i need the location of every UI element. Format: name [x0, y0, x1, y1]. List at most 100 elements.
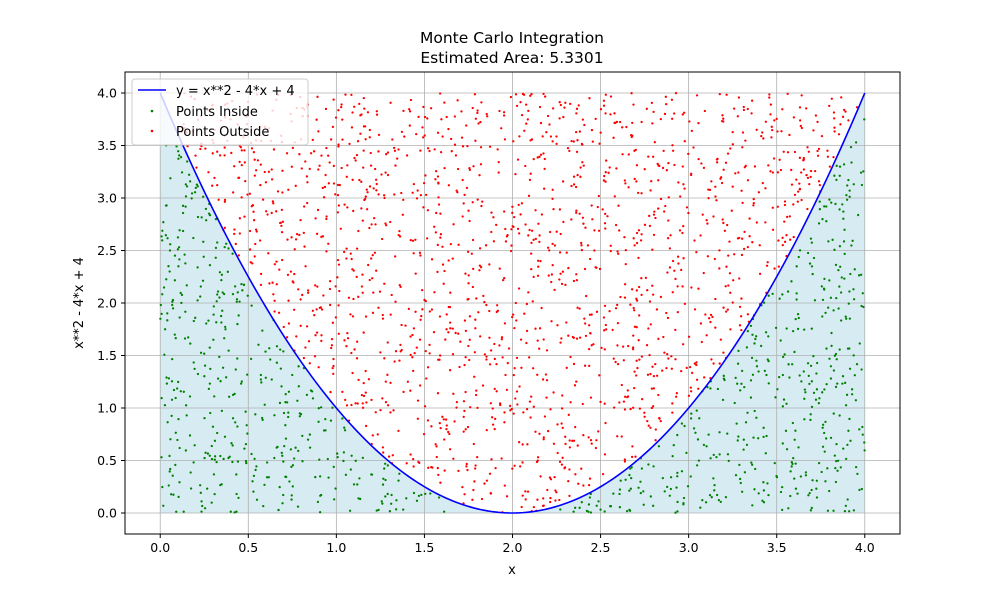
point-outside — [664, 204, 667, 208]
point-outside — [650, 101, 654, 105]
point-inside — [199, 491, 202, 494]
point-outside — [475, 297, 478, 300]
point-outside — [582, 484, 585, 487]
point-outside — [526, 490, 530, 493]
point-inside — [159, 317, 162, 320]
point-outside — [434, 443, 437, 446]
point-outside — [439, 233, 443, 236]
point-outside — [264, 210, 268, 213]
point-inside — [201, 504, 204, 508]
point-outside — [536, 373, 539, 376]
point-outside — [362, 331, 365, 334]
point-inside — [377, 508, 380, 512]
point-inside — [597, 500, 600, 503]
point-outside — [391, 454, 394, 457]
point-inside — [727, 459, 730, 463]
point-inside — [286, 401, 289, 404]
point-outside — [325, 146, 328, 150]
point-inside — [237, 496, 240, 499]
point-outside — [411, 239, 415, 242]
point-outside — [792, 203, 795, 206]
point-inside — [858, 342, 861, 345]
point-outside — [832, 155, 835, 159]
point-inside — [220, 409, 223, 412]
point-outside — [345, 257, 348, 260]
point-outside — [525, 103, 528, 106]
point-outside — [251, 262, 254, 265]
point-outside — [536, 339, 539, 342]
point-outside — [633, 309, 636, 312]
point-outside — [616, 250, 619, 253]
point-outside — [503, 276, 506, 280]
point-outside — [513, 367, 516, 370]
point-inside — [209, 411, 212, 415]
point-inside — [630, 466, 633, 469]
point-outside — [463, 363, 466, 367]
point-outside — [435, 445, 438, 448]
y-tick-label: 1.0 — [97, 401, 117, 416]
point-outside — [638, 407, 642, 410]
point-inside — [238, 300, 241, 303]
point-outside — [729, 147, 732, 150]
point-outside — [435, 455, 438, 459]
point-inside — [588, 496, 592, 499]
point-outside — [445, 424, 448, 427]
point-outside — [207, 171, 210, 174]
point-outside — [483, 482, 486, 485]
point-outside — [412, 327, 416, 330]
point-inside — [166, 421, 169, 424]
point-outside — [295, 335, 298, 338]
point-outside — [331, 367, 334, 370]
point-outside — [599, 400, 602, 404]
point-outside — [748, 235, 751, 238]
point-inside — [709, 457, 712, 460]
point-outside — [558, 498, 561, 502]
point-outside — [833, 126, 836, 129]
point-outside — [643, 415, 646, 418]
point-inside — [779, 339, 782, 342]
point-outside — [435, 211, 438, 215]
point-outside — [437, 473, 440, 476]
point-outside — [233, 165, 236, 168]
point-outside — [583, 123, 586, 127]
point-outside — [419, 149, 422, 152]
point-inside — [207, 212, 211, 215]
point-outside — [243, 149, 246, 152]
point-inside — [767, 382, 770, 385]
point-outside — [637, 191, 640, 195]
point-outside — [438, 315, 442, 318]
point-outside — [343, 339, 346, 342]
point-outside — [663, 351, 666, 354]
point-inside — [855, 363, 859, 366]
point-outside — [632, 334, 635, 337]
point-outside — [764, 120, 767, 123]
point-outside — [266, 213, 269, 216]
point-outside — [478, 269, 481, 272]
point-outside — [607, 171, 610, 174]
point-outside — [334, 285, 337, 288]
point-inside — [161, 485, 164, 489]
point-outside — [360, 207, 363, 210]
point-inside — [743, 385, 746, 389]
point-inside — [778, 376, 781, 379]
point-outside — [305, 175, 309, 178]
point-outside — [590, 313, 593, 316]
point-inside — [291, 373, 294, 377]
point-inside — [845, 457, 848, 461]
point-inside — [259, 378, 263, 381]
point-inside — [781, 485, 784, 489]
point-inside — [848, 189, 851, 192]
point-outside — [456, 167, 460, 171]
point-inside — [261, 329, 264, 332]
point-outside — [671, 144, 674, 147]
point-outside — [741, 131, 745, 134]
point-outside — [685, 366, 688, 370]
point-outside — [832, 111, 836, 114]
point-inside — [580, 501, 583, 504]
point-outside — [448, 369, 452, 372]
point-outside — [386, 173, 390, 177]
point-outside — [375, 110, 378, 113]
point-outside — [588, 477, 592, 480]
point-inside — [810, 405, 814, 409]
point-outside — [439, 212, 442, 215]
